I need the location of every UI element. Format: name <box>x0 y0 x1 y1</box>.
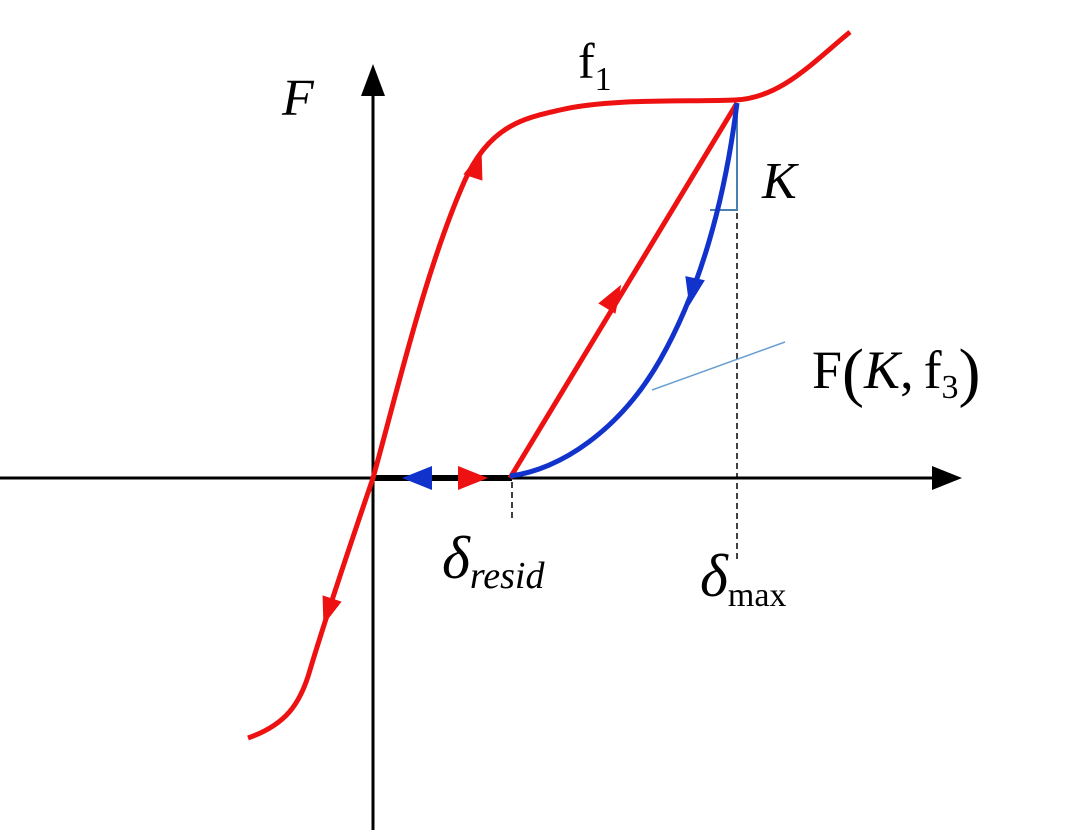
arrow-unloading <box>685 276 705 306</box>
label-sub: max <box>728 577 787 614</box>
loading-curve <box>247 30 852 741</box>
label-base: f <box>578 33 595 89</box>
arrow-loading-up <box>463 150 483 181</box>
arrow-left <box>402 466 432 490</box>
label-sep: , <box>900 340 914 400</box>
unloading-curve <box>509 102 740 479</box>
residual-label: δresid <box>442 525 545 597</box>
arrow-compression <box>322 595 342 626</box>
label-arg: K <box>863 340 903 400</box>
label-sub: 1 <box>595 61 612 98</box>
label-sub: resid <box>470 555 546 597</box>
label-paren: ( <box>842 336 864 409</box>
label-func: F <box>812 340 842 400</box>
y-axis-arrow <box>361 64 385 96</box>
reloading-line <box>507 101 740 480</box>
stiffness-label: K <box>761 153 799 210</box>
leader-line <box>651 341 786 391</box>
max-label: δmax <box>700 543 786 614</box>
label-paren: ) <box>959 336 981 409</box>
arrow-right <box>458 466 488 490</box>
unloading-curve-label: F(K, f3) <box>812 336 981 409</box>
y-axis-label: F <box>281 70 315 127</box>
label-symbol: δ <box>442 525 471 591</box>
label-base: f <box>924 340 942 400</box>
label-symbol: δ <box>700 543 729 609</box>
label-sub: 3 <box>942 369 959 406</box>
x-axis-arrow <box>932 466 962 490</box>
arrow-reloading <box>598 284 622 314</box>
loading-curve-label: f1 <box>578 33 612 98</box>
